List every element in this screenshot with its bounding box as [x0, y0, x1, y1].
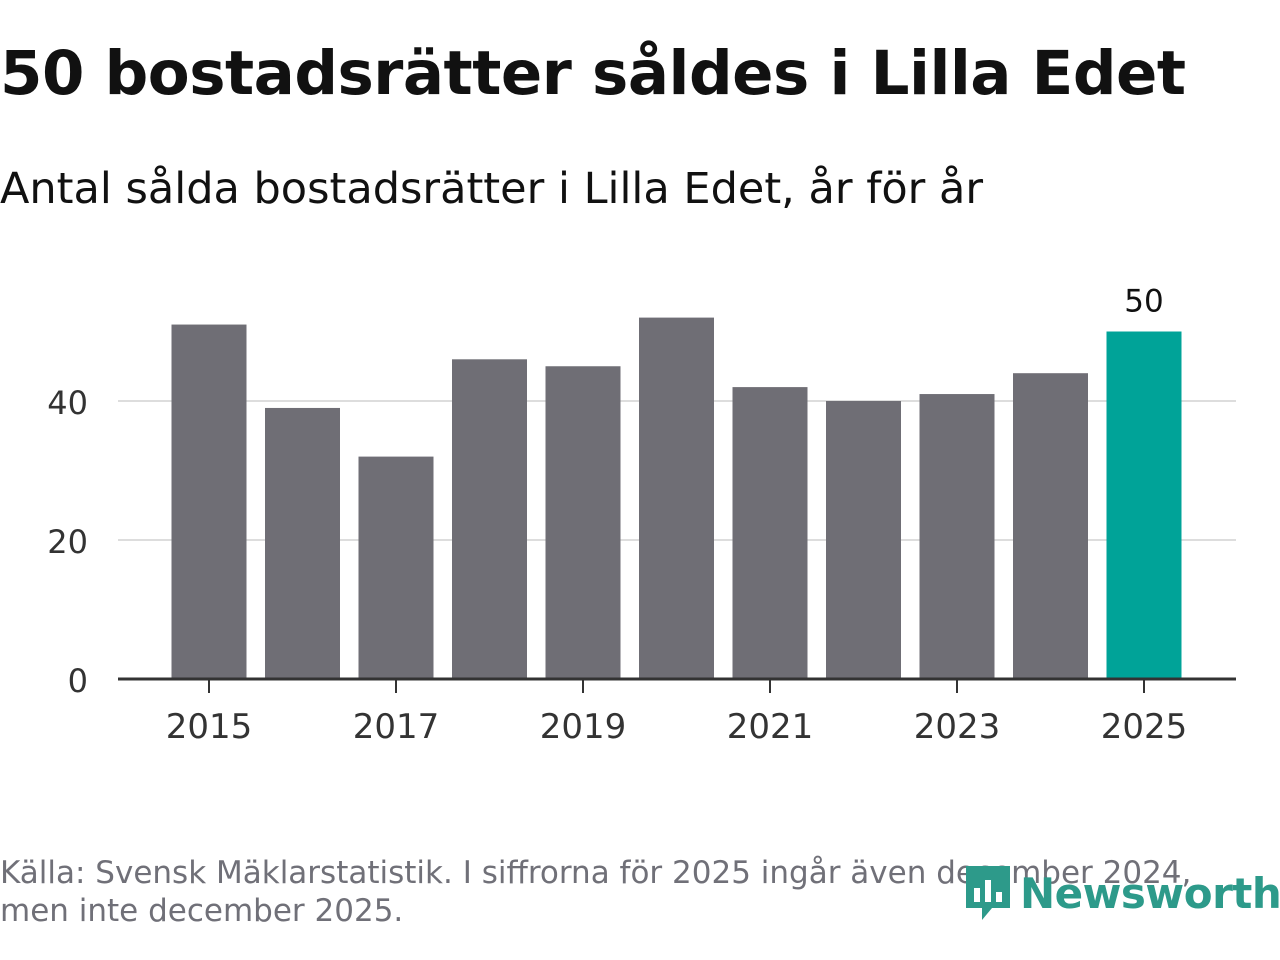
x-tick-label-2021: 2021 — [727, 707, 814, 747]
chart-title: 50 bostadsrätter såldes i Lilla Edet — [0, 38, 1186, 109]
x-tick-label-2019: 2019 — [540, 707, 627, 747]
bar-2020 — [639, 317, 714, 679]
bars: 50 — [171, 284, 1182, 679]
bar-2022 — [826, 401, 901, 679]
x-tick-label-2015: 2015 — [166, 707, 253, 747]
bar-2019 — [545, 366, 621, 679]
x-tick-label-2017: 2017 — [353, 707, 440, 747]
x-tick-label-2023: 2023 — [914, 707, 1001, 747]
bar-chart: 50 0 20 40 2015 2017 2019 2021 2023 2025 — [47, 284, 1236, 747]
y-tick-label-40: 40 — [47, 384, 88, 422]
bar-2016 — [265, 407, 340, 679]
bar-2023 — [919, 394, 995, 679]
axes: 0 20 40 2015 2017 2019 2021 2023 2025 — [47, 384, 1236, 747]
source-line-2: men inte december 2025. — [0, 893, 404, 929]
chart-subtitle: Antal sålda bostadsrätter i Lilla Edet, … — [0, 164, 984, 214]
y-tick-label-0: 0 — [68, 662, 88, 700]
bar-2024 — [1013, 373, 1088, 679]
bar-2025 — [1106, 331, 1182, 679]
bar-2021 — [732, 387, 808, 679]
data-label-2025: 50 — [1124, 284, 1163, 320]
bar-chart-logo-icon — [966, 866, 1010, 920]
y-tick-label-20: 20 — [47, 523, 88, 561]
brand-name: Newsworthy — [1020, 868, 1280, 918]
bar-2015 — [171, 324, 247, 679]
bar-2017 — [358, 456, 434, 679]
bar-2018 — [452, 359, 527, 679]
x-tick-label-2025: 2025 — [1101, 707, 1188, 747]
newsworthy-logo: Newsworthy — [962, 862, 1280, 924]
